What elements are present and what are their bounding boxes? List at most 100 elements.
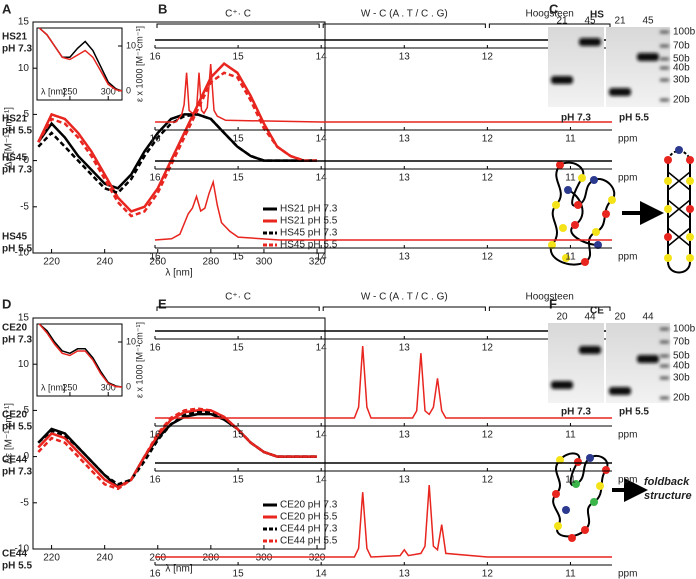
x-tick-label: 16 [149, 430, 161, 441]
ladder-band [660, 364, 669, 368]
panel-label: E [158, 296, 167, 311]
x-tick-label: 250 [62, 86, 77, 96]
y-axis-label: ε x 1000 [M⁻¹cm⁻¹] [134, 26, 144, 102]
spectrum-name: HS21 [2, 114, 27, 125]
marker-label: 20b [673, 95, 690, 106]
x-tick-label: 16 [149, 569, 161, 579]
ladder-band [660, 376, 669, 380]
y-tick-label: 15 [18, 17, 30, 28]
x-tick-label: 320 [309, 553, 326, 564]
gel-condition: pH 7.3 [561, 407, 591, 418]
x-axis-label: λ [nm] [165, 564, 192, 575]
y-tick-label: 10 [126, 40, 136, 50]
panel-label: A [2, 1, 12, 16]
region-label: C⁺· C [225, 9, 251, 20]
x-tick-label: 16 [149, 343, 161, 354]
cd-line [38, 27, 123, 92]
gel-band [637, 355, 659, 363]
x-tick-label: 16 [149, 475, 161, 486]
x-tick-label: 15 [233, 252, 245, 263]
ladder-band [660, 340, 669, 344]
spectrum-name: HS21 [2, 32, 27, 43]
x-tick-label: 12 [482, 569, 494, 579]
lane-label: 45 [642, 16, 654, 27]
x-tick-label: 11 [565, 173, 576, 184]
x-tick-label: 250 [62, 382, 77, 392]
lane-label: 21 [556, 16, 568, 27]
spectrum [155, 345, 612, 419]
y-tick-label: 10 [18, 63, 30, 74]
gel-band [637, 53, 659, 61]
legend-label: CE44 pH 7.3 [280, 524, 338, 535]
marker-label: 50b [673, 54, 690, 65]
x-tick-label: 14 [316, 430, 328, 441]
x-tick-label: 300 [101, 382, 116, 392]
x-tick-label: 240 [96, 553, 113, 564]
legend-label: HS45 pH 7.3 [280, 228, 338, 239]
ladder-band [660, 30, 669, 34]
y-tick-label: -10 [15, 248, 30, 259]
region-label: C⁺· C [225, 292, 251, 303]
marker-label: 40b [673, 361, 690, 372]
ladder-band [660, 98, 669, 102]
x-tick-label: 13 [399, 475, 411, 486]
spectrum-name: CE20 [2, 410, 27, 421]
y-tick-label: 5 [23, 405, 29, 416]
x-tick-label: 300 [256, 257, 273, 268]
ladder-band [660, 354, 669, 358]
x-tick-label: 12 [482, 173, 494, 184]
gel-band [579, 38, 601, 46]
ladder-band [660, 57, 669, 61]
x-tick-label: 280 [203, 257, 220, 268]
legend-label: HS45 pH 5.5 [280, 240, 338, 251]
x-tick-label: 15 [233, 475, 245, 486]
x-tick-label: 14 [316, 134, 328, 145]
y-tick-label: -10 [15, 544, 30, 555]
x-tick-label: 280 [203, 553, 220, 564]
x-tick-label: 11 [565, 569, 576, 579]
cd-line [37, 61, 317, 213]
spectrum-condition: pH 5.5 [2, 244, 32, 255]
region-bracket [488, 23, 611, 28]
lane-label: 45 [584, 16, 596, 27]
ladder-band [660, 66, 669, 70]
x-axis-label: λ [nm] [41, 86, 66, 96]
x-tick-label: 14 [316, 173, 328, 184]
x-tick-label: 13 [399, 430, 411, 441]
cd-line [37, 407, 317, 491]
x-tick-label: 13 [399, 134, 411, 145]
gel-band [609, 88, 631, 96]
gel-image [548, 323, 604, 403]
scheme-label: foldback [644, 476, 690, 488]
scheme-label: structure [644, 490, 692, 502]
x-tick-label: 220 [43, 553, 60, 564]
folding-scheme [548, 146, 694, 274]
gel-band [551, 381, 573, 389]
y-tick-label: 10 [18, 359, 30, 370]
x-tick-label: 11 [565, 134, 576, 145]
x-tick-label: 16 [149, 52, 161, 63]
x-tick-label: 12 [482, 475, 494, 486]
ladder-band [660, 44, 669, 48]
spectrum-condition: pH 5.5 [2, 422, 32, 433]
x-tick-label: 260 [149, 553, 166, 564]
lane-label: 44 [642, 312, 654, 323]
legend-label: HS21 pH 7.3 [280, 204, 338, 215]
y-axis-label: Δε [M⁻¹.cm⁻¹] [4, 403, 15, 464]
spectrum-condition: pH 7.3 [2, 165, 32, 176]
y-tick-label: 0 [126, 381, 131, 391]
marker-label: 20b [673, 393, 690, 404]
cd-line [38, 323, 123, 388]
ladder-band [660, 78, 669, 82]
x-tick-label: 11 [565, 252, 576, 263]
x-tick-label: 320 [309, 257, 326, 268]
region-label: W - C (A . T / C . G) [361, 292, 448, 303]
gel-condition: pH 5.5 [619, 113, 649, 124]
x-tick-label: 15 [233, 173, 245, 184]
spectrum [154, 179, 612, 241]
x-tick-label: 14 [316, 569, 328, 579]
gel-band [579, 346, 601, 354]
spectrum-condition: pH 5.5 [2, 561, 32, 572]
region-label: W - C (A . T / C . G) [361, 9, 448, 20]
